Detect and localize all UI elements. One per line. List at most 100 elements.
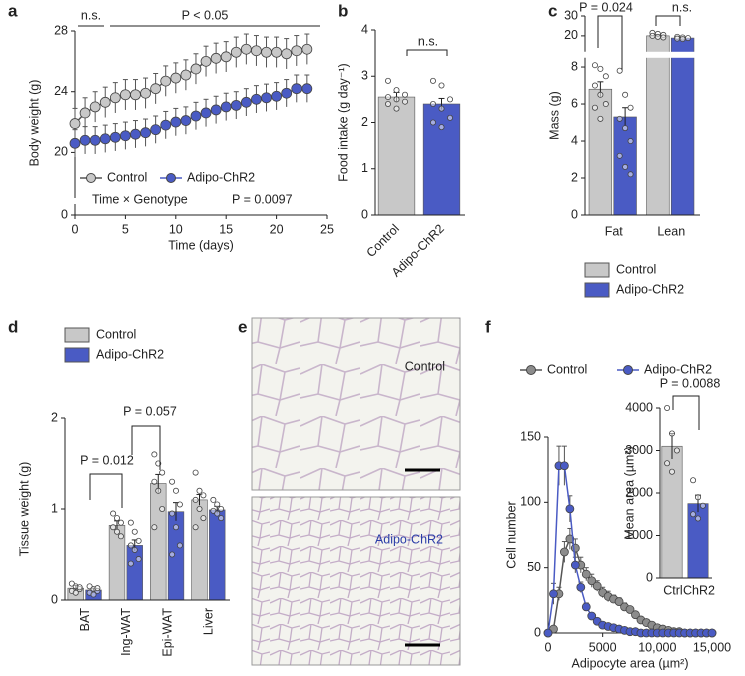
data-point — [654, 33, 661, 40]
data-point — [591, 62, 598, 69]
data-point — [176, 501, 183, 508]
legend-label: Adipo-ChR2 — [96, 347, 164, 361]
marker — [291, 83, 303, 95]
marker — [140, 127, 151, 139]
marker — [109, 131, 121, 143]
legend-label: Adipo-ChR2 — [616, 282, 684, 296]
bracket — [89, 473, 123, 508]
data-point — [695, 515, 702, 522]
data-point — [131, 528, 138, 535]
x-tick-label: ChR2 — [683, 583, 715, 597]
legend-label: Adipo-ChR2 — [644, 362, 712, 376]
data-point — [135, 537, 142, 544]
marker — [301, 43, 313, 55]
y-tick-label: 0 — [646, 570, 653, 584]
marker — [220, 101, 232, 113]
data-point — [384, 101, 391, 108]
marker — [170, 116, 182, 128]
marker — [707, 628, 717, 638]
data-point — [114, 515, 121, 522]
x-tick-label: Control — [364, 222, 402, 260]
data-point — [616, 152, 623, 159]
data-point — [438, 105, 445, 112]
data-point — [591, 104, 598, 111]
y-tick-label: 8 — [571, 59, 578, 73]
data-point — [110, 510, 117, 517]
data-point — [196, 487, 203, 494]
bar — [377, 96, 416, 216]
data-point — [591, 82, 598, 89]
panel-letter: d — [8, 317, 18, 336]
marker — [180, 115, 192, 126]
annotation: n.s. — [672, 0, 692, 14]
data-point — [127, 519, 134, 526]
annotation: n.s. — [81, 8, 101, 22]
legend-label: Control — [616, 262, 656, 276]
marker — [69, 118, 81, 129]
data-point — [616, 67, 623, 74]
bracket — [597, 15, 623, 70]
data-point — [393, 96, 400, 103]
annotation: P = 0.0088 — [660, 376, 721, 390]
marker — [220, 51, 232, 63]
data-point — [110, 524, 117, 531]
data-point — [192, 469, 199, 476]
marker — [592, 581, 602, 591]
legend-swatch — [584, 282, 610, 298]
marker — [69, 137, 81, 149]
data-point — [210, 496, 217, 503]
legend-swatch — [584, 262, 610, 278]
y-tick-label: 150 — [520, 429, 541, 443]
marker — [301, 83, 313, 95]
data-point — [616, 115, 623, 122]
data-point — [597, 115, 604, 122]
y-tick-label: 2000 — [625, 485, 653, 499]
y-axis-label: Mass (g) — [547, 91, 561, 140]
marker — [570, 560, 580, 570]
y-tick-label: 0 — [361, 207, 368, 221]
marker — [230, 99, 242, 111]
marker — [99, 133, 111, 145]
marker — [130, 128, 141, 140]
y-tick-label: 4000 — [625, 400, 653, 414]
marker — [89, 101, 101, 113]
marker — [210, 52, 222, 64]
marker — [261, 46, 272, 58]
data-point — [159, 505, 166, 512]
y-tick-label: 4 — [361, 22, 368, 36]
marker — [180, 69, 192, 81]
data-point — [669, 430, 676, 437]
legend-label: Control — [96, 327, 136, 341]
marker — [200, 55, 212, 67]
y-tick-label: 2 — [571, 170, 578, 184]
y-tick-label: 0 — [51, 592, 58, 606]
marker — [565, 504, 575, 514]
marker — [210, 104, 222, 116]
bar — [661, 445, 683, 579]
data-point — [438, 82, 445, 89]
bracket — [655, 15, 681, 26]
marker — [543, 628, 553, 638]
annotation: P = 0.0097 — [232, 192, 293, 206]
data-point — [393, 87, 400, 94]
x-tick-label: 0 — [72, 222, 79, 236]
data-point — [169, 510, 176, 517]
marker — [560, 547, 569, 557]
data-point — [169, 478, 176, 485]
data-point — [402, 91, 409, 98]
data-point — [127, 542, 134, 549]
data-point — [151, 478, 158, 485]
marker — [190, 110, 202, 122]
x-tick-label: Epi-WAT — [160, 608, 174, 657]
data-point — [169, 551, 176, 558]
bar — [150, 483, 167, 601]
data-point — [384, 77, 391, 84]
data-point — [393, 105, 400, 112]
data-point — [627, 138, 634, 145]
data-point — [200, 492, 207, 499]
data-point — [627, 104, 634, 111]
marker — [587, 611, 597, 621]
image-label: Adipo-ChR2 — [375, 532, 443, 546]
marker — [170, 72, 182, 84]
x-tick-label: 10 — [169, 222, 183, 236]
